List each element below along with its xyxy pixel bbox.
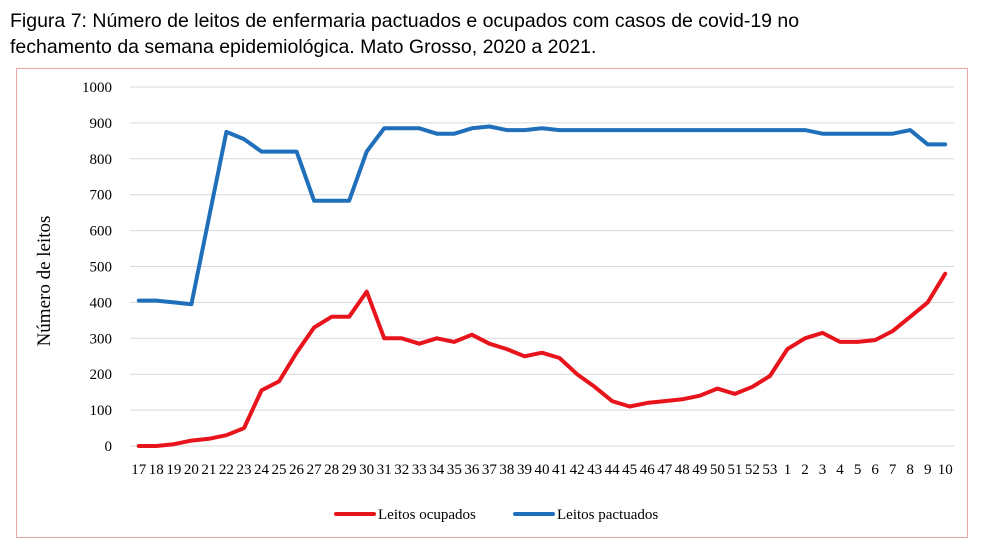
x-tick-label: 6 — [871, 462, 879, 478]
x-tick-label: 28 — [324, 462, 339, 478]
y-tick-label: 500 — [90, 260, 113, 276]
x-tick-label: 49 — [692, 462, 707, 478]
y-axis-label: Número de leitos — [34, 216, 55, 347]
y-tick-label: 800 — [90, 152, 113, 168]
x-tick-label: 10 — [938, 462, 953, 478]
legend-label: Leitos pactuados — [557, 507, 658, 523]
x-tick-label: 34 — [429, 462, 445, 478]
x-tick-label: 23 — [236, 462, 251, 478]
x-tick-label: 39 — [517, 462, 532, 478]
x-tick-label: 8 — [906, 462, 914, 478]
y-tick-label: 0 — [105, 439, 113, 455]
x-tick-label: 27 — [307, 462, 323, 478]
x-tick-label: 31 — [377, 462, 392, 478]
x-tick-label: 1 — [784, 462, 792, 478]
x-tick-label: 46 — [640, 462, 656, 478]
series-line-leitos-ocupados — [136, 271, 948, 448]
x-tick-label: 17 — [131, 462, 147, 478]
series-line-leitos-pactuados — [136, 124, 948, 307]
x-tick-label: 51 — [727, 462, 742, 478]
x-tick-label: 44 — [605, 462, 621, 478]
x-tick-label: 43 — [587, 462, 602, 478]
y-tick-label: 100 — [90, 403, 113, 419]
x-tick-label: 22 — [219, 462, 234, 478]
x-tick-label: 32 — [394, 462, 409, 478]
x-tick-label: 40 — [535, 462, 550, 478]
x-tick-label: 36 — [464, 462, 480, 478]
y-tick-label: 300 — [90, 331, 113, 347]
x-tick-label: 26 — [289, 462, 305, 478]
x-tick-label: 37 — [482, 462, 498, 478]
x-tick-label: 33 — [412, 462, 427, 478]
gridlines — [130, 86, 954, 447]
x-tick-label: 35 — [447, 462, 462, 478]
x-tick-label: 45 — [622, 462, 637, 478]
x-tick-label: 7 — [889, 462, 897, 478]
x-tick-label: 2 — [801, 462, 809, 478]
x-tick-label: 19 — [166, 462, 181, 478]
x-tick-label: 9 — [924, 462, 932, 478]
figure-caption-line-1: Figura 7: Número de leitos de enfermaria… — [10, 10, 800, 32]
figure-caption: Figura 7: Número de leitos de enfermaria… — [10, 8, 970, 60]
y-tick-label: 900 — [90, 116, 113, 132]
figure-caption-line-2: fechamento da semana epidemiológica. Mat… — [10, 36, 597, 58]
x-tick-label: 20 — [184, 462, 199, 478]
x-axis-ticks: 17 18 19 20 21 22 23 24 25 26 27 28 29 30 31 32 33 34 35 36… — [131, 462, 952, 478]
x-tick-label: 48 — [675, 462, 690, 478]
y-axis-ticks: 0 100 200 300 400 500 600 700 800 900 1000 — [82, 80, 112, 455]
x-tick-label: 41 — [552, 462, 567, 478]
x-tick-label: 42 — [570, 462, 585, 478]
x-tick-label: 47 — [657, 462, 673, 478]
y-tick-label: 1000 — [82, 80, 112, 96]
y-tick-label: 200 — [90, 367, 113, 383]
x-tick-label: 21 — [201, 462, 216, 478]
x-tick-label: 30 — [359, 462, 374, 478]
y-tick-label: 600 — [90, 224, 113, 240]
x-tick-label: 18 — [149, 462, 164, 478]
x-tick-label: 29 — [342, 462, 357, 478]
x-tick-label: 5 — [854, 462, 862, 478]
legend-label: Leitos ocupados — [378, 507, 476, 523]
x-tick-label: 4 — [836, 462, 844, 478]
y-tick-label: 400 — [90, 295, 113, 311]
x-tick-label: 3 — [819, 462, 827, 478]
x-tick-label: 53 — [762, 462, 777, 478]
x-tick-label: 50 — [710, 462, 725, 478]
series-lines — [136, 124, 948, 448]
chart-frame: 0 100 200 300 400 500 600 700 800 900 1000 17 18 19 2… — [16, 68, 968, 538]
x-tick-label: 38 — [499, 462, 514, 478]
x-tick-label: 52 — [745, 462, 760, 478]
x-tick-label: 24 — [254, 462, 270, 478]
x-tick-label: 25 — [272, 462, 287, 478]
y-tick-label: 700 — [90, 188, 113, 204]
legend: Leitos ocupados Leitos pactuados — [334, 507, 658, 523]
